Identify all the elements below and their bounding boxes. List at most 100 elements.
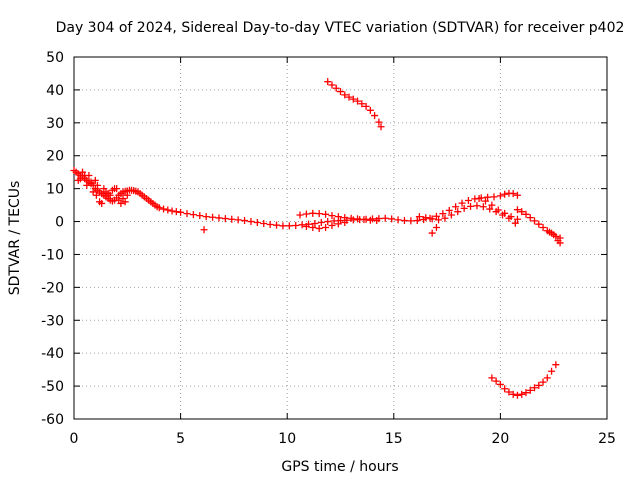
- data-point: [337, 88, 344, 96]
- data-point: [155, 204, 163, 212]
- series-late-branch-a: [415, 195, 521, 227]
- data-point: [415, 213, 423, 221]
- data-point: [247, 218, 255, 226]
- data-point: [545, 228, 553, 236]
- data-point: [328, 221, 336, 229]
- data-point: [324, 78, 332, 86]
- data-point: [550, 231, 558, 239]
- data-point: [89, 188, 97, 196]
- data-point: [535, 381, 543, 389]
- series-scattered-cluster-start: [74, 168, 131, 207]
- data-point: [74, 176, 82, 184]
- x-tick-label: 25: [598, 431, 616, 447]
- data-point: [160, 205, 168, 213]
- data-point: [394, 216, 402, 224]
- x-tick-label: 15: [385, 431, 403, 447]
- data-point: [407, 217, 415, 225]
- data-point: [509, 190, 517, 198]
- data-point: [334, 220, 342, 228]
- data-point: [496, 380, 504, 388]
- data-point: [513, 191, 521, 199]
- data-marks: [70, 78, 564, 399]
- data-point: [475, 195, 483, 203]
- x-tick-label: 20: [491, 431, 509, 447]
- data-point: [513, 215, 521, 223]
- data-point: [458, 199, 466, 207]
- data-point: [432, 212, 440, 220]
- plot-frame: [73, 56, 608, 420]
- data-point: [302, 210, 310, 218]
- data-point: [221, 215, 229, 223]
- data-point: [377, 123, 385, 131]
- data-point: [531, 384, 539, 392]
- data-point: [309, 209, 317, 217]
- data-point: [366, 106, 374, 114]
- chart-title: Day 304 of 2024, Sidereal Day-to-day VTE…: [56, 20, 625, 36]
- data-point: [106, 191, 114, 199]
- data-point: [432, 223, 440, 231]
- y-tick-label: 0: [55, 215, 64, 231]
- data-point: [435, 216, 443, 224]
- data-point: [373, 217, 381, 225]
- data-point: [266, 221, 274, 229]
- data-point: [347, 214, 355, 222]
- data-point: [422, 214, 430, 222]
- data-point: [548, 367, 556, 375]
- data-point: [501, 385, 509, 393]
- data-point: [473, 202, 481, 210]
- data-point: [413, 217, 421, 225]
- data-point: [200, 226, 208, 234]
- data-point: [164, 206, 172, 214]
- series-mid-secondary: [296, 209, 381, 232]
- data-point: [328, 212, 336, 220]
- data-point: [260, 220, 268, 228]
- data-point: [113, 185, 121, 193]
- data-point: [172, 208, 180, 216]
- data-point: [123, 191, 131, 199]
- data-point: [371, 112, 379, 120]
- data-point: [93, 181, 101, 189]
- data-point: [447, 211, 455, 219]
- data-point: [121, 198, 129, 206]
- data-point: [168, 207, 176, 215]
- data-point: [341, 219, 349, 227]
- data-point: [479, 203, 487, 211]
- data-point: [486, 205, 494, 213]
- y-tick-label: 40: [46, 83, 64, 99]
- data-point: [539, 223, 547, 231]
- data-point: [366, 216, 374, 224]
- data-point: [501, 209, 509, 217]
- data-point: [509, 390, 517, 398]
- data-point: [330, 217, 338, 225]
- data-point: [349, 95, 357, 103]
- data-point: [492, 377, 500, 385]
- x-tick-label: 5: [176, 431, 185, 447]
- data-point: [464, 196, 472, 204]
- series-lower-arc: [488, 361, 560, 399]
- data-point: [345, 93, 353, 101]
- series-late-branch-b: [513, 206, 564, 247]
- data-point: [302, 222, 310, 230]
- data-point: [526, 214, 534, 222]
- series-main-track: [70, 167, 521, 230]
- x-axis-label: GPS time / hours: [281, 459, 398, 475]
- data-point: [324, 218, 332, 226]
- data-point: [375, 118, 383, 126]
- y-tick-label: -50: [41, 379, 64, 395]
- data-point: [381, 214, 389, 222]
- data-point: [531, 217, 539, 225]
- y-tick-label: 50: [46, 50, 64, 66]
- data-point: [428, 215, 436, 223]
- data-point: [488, 374, 496, 382]
- data-point: [513, 206, 521, 214]
- data-point: [441, 214, 449, 222]
- data-point: [322, 223, 330, 231]
- data-point: [309, 223, 317, 231]
- data-point: [467, 202, 475, 210]
- y-tick-label: 30: [46, 116, 64, 132]
- data-point: [454, 208, 462, 216]
- data-point: [298, 221, 306, 229]
- data-point: [388, 215, 396, 223]
- data-point: [522, 389, 530, 397]
